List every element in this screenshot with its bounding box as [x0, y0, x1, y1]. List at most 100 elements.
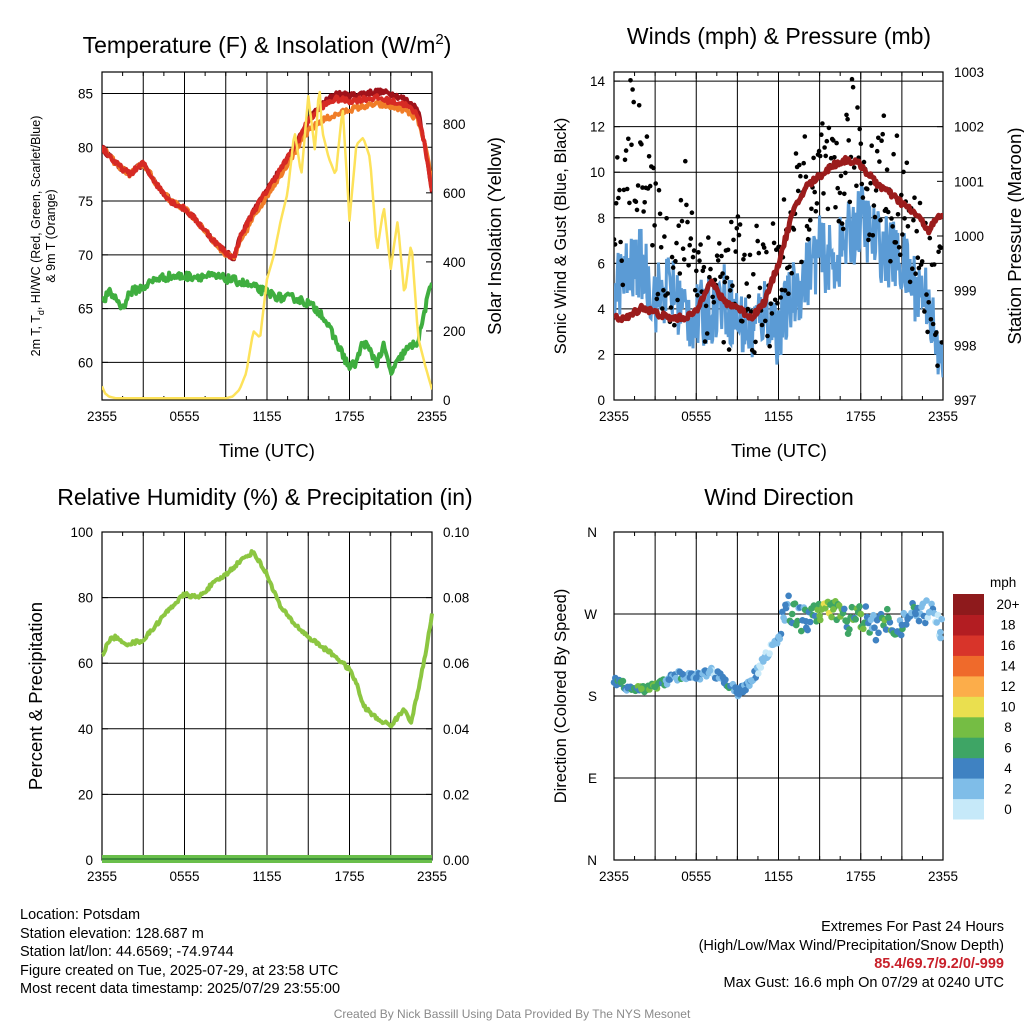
gust-point [787, 264, 792, 270]
gust-point [676, 223, 681, 228]
gust-point [837, 190, 843, 196]
gust-point [620, 282, 626, 288]
x-tick-label: 0555 [169, 869, 199, 884]
gust-point [744, 281, 749, 286]
y-tick-label-direction: S [588, 689, 597, 704]
y-tick-label-right: 0.04 [443, 722, 470, 737]
gust-point [771, 240, 777, 246]
direction-point [781, 617, 789, 624]
y-tick-label-right: 0.00 [443, 853, 469, 868]
title-superscript: 2 [435, 31, 443, 48]
gust-point [801, 160, 806, 166]
y-tick-label-right: 999 [954, 284, 977, 299]
gust-point [735, 214, 741, 219]
gust-point [812, 189, 817, 195]
gust-point [832, 155, 837, 160]
direction-point [938, 615, 945, 623]
gust-point [616, 195, 621, 201]
y-tick-label-right: 998 [954, 338, 977, 353]
gust-point [725, 247, 731, 253]
recent-text: Most recent data timestamp: 2025/07/29 2… [20, 981, 341, 997]
gust-point [756, 250, 762, 256]
gust-point [811, 155, 816, 161]
gust-point [633, 199, 639, 204]
y-tick-label-direction: W [584, 607, 597, 622]
y-tick-label-right: 1002 [954, 120, 984, 135]
direction-point [857, 610, 865, 618]
temperature-series-line [102, 90, 432, 400]
y-tick-label-left: 85 [78, 87, 93, 102]
legend-swatch [953, 737, 984, 759]
panel-title: Temperature (F) & Insolation (W/m2) [83, 31, 452, 58]
direction-point [761, 655, 769, 662]
gust-point [778, 295, 783, 300]
direction-point [856, 603, 863, 610]
gust-point [935, 363, 940, 369]
gust-point [846, 138, 851, 143]
y-tick-label-left: 80 [78, 591, 93, 606]
direction-point [860, 625, 867, 633]
legend-label: 4 [1004, 761, 1012, 776]
legend-label: 18 [1000, 618, 1015, 633]
gust-point [855, 105, 860, 110]
direction-point [816, 612, 823, 620]
gust-point [696, 250, 701, 255]
y-axis-label-left: Percent & Precipitation [25, 602, 46, 790]
y-axis-label-part: 2m T, T [29, 315, 43, 357]
rh-panel: Relative Humidity (%) & Precipitation (i… [25, 484, 473, 884]
gust-point [626, 136, 631, 142]
direction-point [843, 618, 851, 625]
gust-point [681, 257, 687, 262]
direction-point [679, 670, 686, 678]
gust-point [650, 243, 655, 248]
gust-point [719, 253, 724, 259]
gust-point [615, 155, 620, 160]
gust-point [833, 205, 838, 210]
gust-point [664, 216, 669, 221]
x-tick-label: 2355 [87, 869, 117, 884]
y-axis-label-part: , HI/WC (Red, Green, Scarlet/Blue) [29, 116, 43, 311]
gust-point [924, 292, 929, 297]
gust-point [642, 200, 647, 205]
gust-point [628, 78, 633, 83]
direction-point [624, 683, 631, 691]
gust-point [860, 195, 866, 200]
direction-point [897, 631, 905, 639]
y-tick-label-direction: E [588, 771, 597, 786]
gust-point [639, 142, 644, 147]
direction-point [665, 676, 673, 683]
direction-point [830, 606, 837, 613]
direction-point [926, 608, 933, 616]
y-tick-label-left: 10 [590, 165, 605, 180]
gust-point [748, 309, 754, 314]
title-text: Temperature (F) & Insolation (W/m [83, 32, 436, 58]
gust-point [658, 245, 664, 250]
gust-point [928, 317, 934, 322]
x-tick-label: 1155 [252, 409, 281, 424]
gust-point [661, 288, 666, 293]
direction-point [720, 675, 727, 682]
gust-point [873, 188, 879, 193]
gust-point [729, 219, 734, 225]
y-tick-label-right: 0.02 [443, 787, 469, 802]
gust-point [646, 154, 652, 159]
y-tick-label-left: 100 [70, 525, 93, 540]
direction-point [617, 679, 625, 686]
gust-point [697, 258, 702, 264]
legend-swatch [953, 716, 984, 738]
gust-point [690, 254, 696, 260]
gust-point [861, 159, 867, 165]
gust-point [826, 125, 832, 131]
direction-point [871, 624, 878, 631]
direction-point [922, 619, 929, 627]
gust-point [623, 148, 629, 153]
gust-point [871, 203, 877, 208]
gust-point [720, 271, 725, 276]
gust-point [734, 226, 740, 231]
x-tick-label: 2355 [928, 409, 958, 424]
y-tick-label-left: 60 [78, 355, 93, 370]
gust-point [669, 254, 675, 260]
gust-point [710, 294, 715, 300]
gust-point [651, 165, 656, 171]
